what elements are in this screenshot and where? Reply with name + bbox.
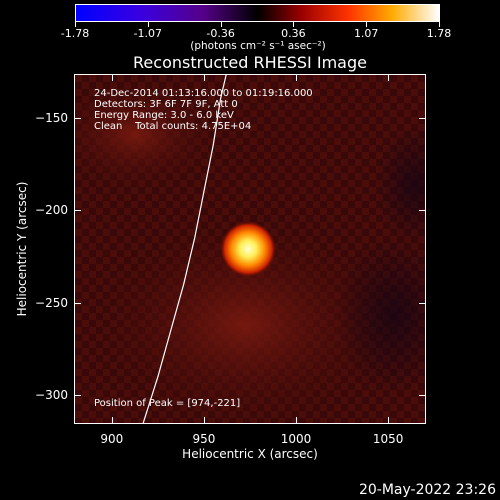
- colorbar-tick: [293, 22, 295, 27]
- annotation-detectors: Detectors: 3F 6F 7F 9F, Att 0: [94, 99, 238, 110]
- y-tick-mark: [75, 302, 81, 304]
- y-tick-label: −250: [35, 295, 68, 310]
- colorbar-tick: [75, 22, 76, 27]
- colorbar-tick: [220, 22, 222, 27]
- x-axis-label: Heliocentric X (arcsec): [182, 447, 318, 461]
- chart-title: Reconstructed RHESSI Image: [133, 53, 367, 72]
- colorbar-tick-label: -1.78: [60, 27, 90, 40]
- colorbar-tick: [366, 22, 368, 27]
- colorbar-tick-label: 0.36: [281, 27, 306, 40]
- x-tick-mark: [203, 75, 205, 81]
- y-tick-mark: [419, 395, 425, 397]
- x-tick-mark: [388, 417, 390, 423]
- y-tick-mark: [419, 302, 425, 304]
- colorbar-tick: [147, 22, 149, 27]
- colorbar: [75, 4, 440, 22]
- colorbar-tick-label: -0.36: [206, 27, 235, 40]
- timestamp: 20-May-2022 23:26: [358, 482, 496, 498]
- colorbar-tick-label: -1.07: [133, 27, 163, 40]
- x-tick-label: 950: [192, 432, 216, 446]
- y-tick-mark: [75, 395, 81, 397]
- x-tick-mark: [296, 75, 298, 81]
- colorbar-tick-label: 1.07: [353, 27, 379, 40]
- colorbar-tick-label: 1.78: [426, 27, 452, 40]
- y-tick-label: −300: [35, 388, 68, 403]
- x-tick-mark: [111, 75, 113, 81]
- solar-limb-line: [142, 75, 227, 423]
- annotation-peak-position: Position of Peak = [974,-221]: [94, 398, 241, 409]
- annotation-time-range: 24-Dec-2014 01:13:16.000 to 01:19:16.000: [94, 88, 313, 99]
- colorbar-tick: [439, 22, 440, 27]
- x-tick-mark: [388, 75, 390, 81]
- y-tick-mark: [419, 210, 425, 212]
- plot-overlay: [142, 75, 227, 423]
- y-tick-mark: [75, 210, 81, 212]
- annotation-energy: Energy Range: 3.0 - 6.0 keV: [94, 110, 234, 121]
- x-tick-label: 1050: [372, 432, 404, 446]
- x-tick-mark: [296, 417, 298, 423]
- heatmap-image: [75, 75, 425, 423]
- x-tick-label: 900: [100, 432, 124, 446]
- y-tick-label: −150: [35, 110, 68, 125]
- plot-frame: [74, 74, 426, 424]
- y-tick-label: −200: [35, 203, 68, 218]
- colorbar-units-label: (photons cm⁻² s⁻¹ asec⁻²): [190, 40, 326, 52]
- annotation-algorithm: Clean Total counts: 4.75E+04: [94, 121, 252, 132]
- x-tick-mark: [203, 417, 205, 423]
- y-axis-label: Heliocentric Y (arcsec): [15, 181, 29, 317]
- x-tick-label: 1000: [280, 432, 312, 446]
- x-tick-mark: [111, 417, 113, 423]
- y-tick-mark: [75, 117, 81, 119]
- y-tick-mark: [419, 117, 425, 119]
